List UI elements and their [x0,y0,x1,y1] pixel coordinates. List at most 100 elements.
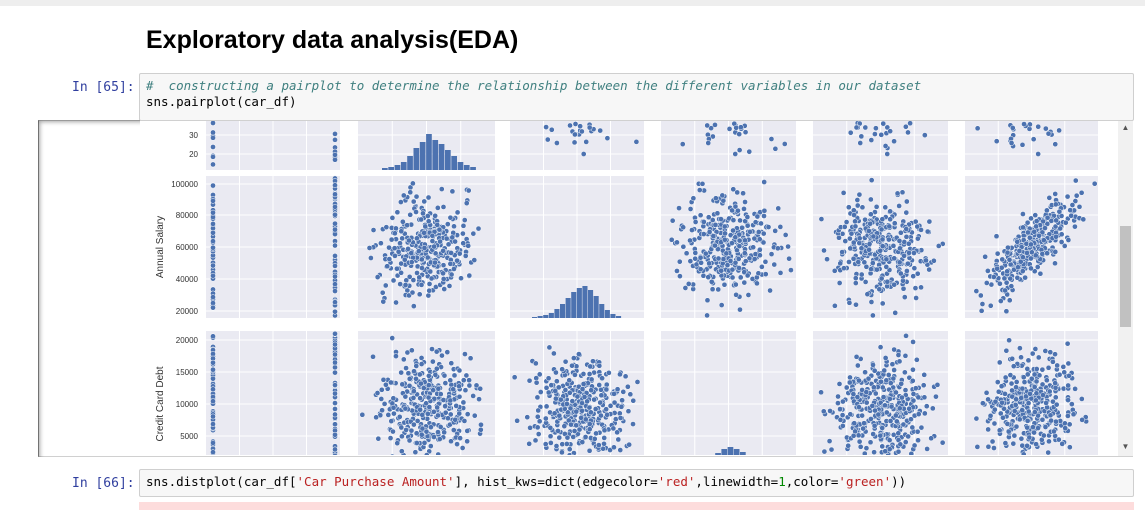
scatter-point [853,353,860,360]
scatter-point [398,269,404,276]
code-cell-66[interactable]: sns.distplot(car_df['Car Purchase Amount… [139,469,1134,497]
scatter-point [603,386,610,393]
scatter-point [435,451,442,455]
scatter-point [1025,229,1031,236]
scroll-up-icon[interactable]: ▲ [1121,123,1130,132]
scatter-point [1020,224,1026,231]
histogram-bar [727,447,734,455]
scatter-point [841,265,847,272]
scatter-point [886,396,893,402]
scatter-point [210,209,216,216]
scatter-point [570,434,577,440]
scatter-point [400,356,407,363]
scatter-point [433,348,440,355]
scatter-point [883,409,890,416]
scatter-point [332,364,338,371]
scatter-point [332,288,338,294]
scatter-point [423,428,430,435]
scatter-point [332,191,338,198]
histogram-bar [537,316,543,318]
scatter-point [750,244,756,251]
scatter-point [746,148,753,155]
scatter-point [210,272,216,279]
scatter-point [620,388,627,395]
scatter-point [1035,151,1042,157]
scatter-point [466,272,473,279]
scatter-point [547,440,554,446]
scatter-point [918,284,924,291]
scatter-point [430,358,436,365]
scatter-point [991,420,998,427]
scatter-point [871,384,877,391]
scatter-point [1025,400,1032,406]
scatter-point [1022,274,1028,281]
scatter-point [704,122,711,129]
scatter-point [903,332,909,339]
scatter-point [460,222,467,229]
scatter-point [689,227,695,233]
scatter-point [210,421,216,427]
scatter-point [420,385,427,391]
y-tick-label: 60000 [176,243,199,252]
scatter-point [1040,237,1047,244]
code-cell-65[interactable]: # constructing a pairplot to determine t… [139,73,1134,121]
scrollbar-thumb[interactable] [1120,226,1131,327]
scatter-point [1010,440,1017,447]
scatter-point [378,386,385,393]
scatter-point [861,450,868,455]
scatter-point [332,359,338,366]
scatter-point [898,229,904,236]
scatter-point [547,424,554,431]
scatter-point [418,380,424,387]
scatter-point [617,371,623,378]
scroll-down-icon[interactable]: ▼ [1121,442,1130,451]
scatter-point [210,182,216,189]
scatter-point [712,122,718,128]
scatter-point [1012,402,1019,408]
scatter-point [526,440,533,447]
scatter-point [332,253,338,259]
scatter-point [914,270,921,277]
scatter-point [852,218,858,225]
scatter-point [524,414,531,421]
scatter-point [734,189,741,196]
scatter-point [827,408,833,414]
scatter-point [835,393,841,400]
scatter-point [442,380,449,386]
scatter-point [592,406,599,412]
code-number: 1 [778,474,786,489]
scatter-point [1024,424,1030,431]
scatter-point [851,420,858,427]
scatter-point [425,394,432,401]
scatter-point [1029,350,1036,357]
scatter-point [391,410,397,417]
scatter-point [436,436,443,442]
scatter-point [401,256,408,263]
scatter-point [898,380,905,387]
scatter-point [1056,127,1062,134]
scatter-point [1052,260,1058,267]
scatter-point [332,446,338,453]
scatter-point [1054,362,1061,369]
scatter-point [761,207,768,214]
scatter-point [359,411,366,418]
scatter-point [542,415,549,422]
scatter-point [846,259,852,265]
scatter-point [886,223,893,230]
scatter-point [425,411,431,417]
scatter-point [1050,398,1056,405]
scatter-point [511,374,518,381]
scatter-point [891,346,897,353]
scatter-point [402,282,409,288]
scatter-point [439,352,445,359]
scatter-point [332,421,338,428]
scatter-point [741,206,747,212]
scatter-point [424,213,431,219]
scatter-point [374,274,381,280]
scatter-point [883,256,890,263]
scatter-point [690,195,697,202]
scatter-point [618,403,625,410]
scatter-point [614,429,620,436]
scatter-point [561,423,568,430]
scatter-point [987,302,994,309]
